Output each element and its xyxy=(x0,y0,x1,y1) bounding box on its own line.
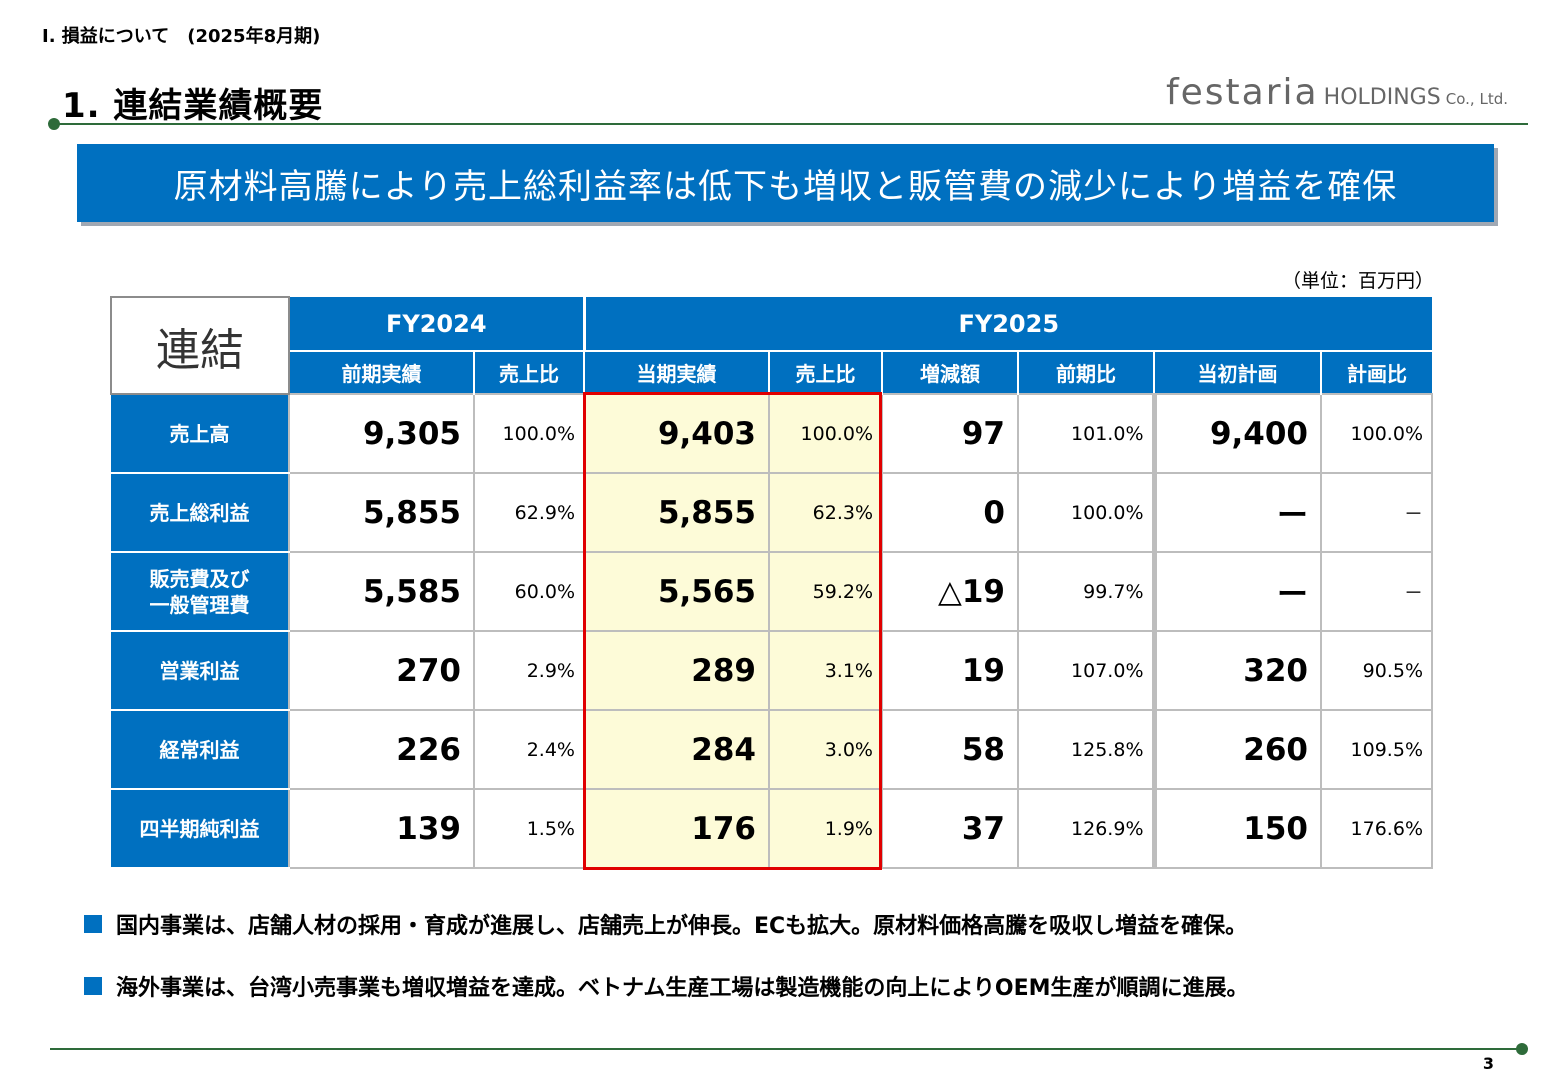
table-corner: 連結 xyxy=(110,296,290,395)
col-header: 前期実績 xyxy=(289,351,475,394)
row-label-line: 販売費及び xyxy=(149,566,250,591)
col-header: 売上比 xyxy=(474,351,585,394)
value-cell: 97 xyxy=(881,393,1019,474)
ratio-cell: 100.0% xyxy=(473,393,585,474)
ratio-cell: 109.5% xyxy=(1320,709,1433,790)
section-label: Ⅰ. 損益について (2025年8月期) xyxy=(42,26,321,47)
row-label: 営業利益 xyxy=(111,630,289,711)
value-cell: 139 xyxy=(288,788,475,869)
logo-sub1: HOLDINGS xyxy=(1323,85,1441,110)
table-row: 営業利益 270 2.9% 289 3.1% 19 107.0% 320 90.… xyxy=(111,630,1433,711)
footer-rule xyxy=(50,1048,1520,1050)
value-cell: 260 xyxy=(1151,709,1322,790)
value-cell: 284 xyxy=(583,709,770,790)
ratio-cell: － xyxy=(1320,472,1433,553)
note-domestic: 国内事業は、店舗人材の採用・育成が進展し、店舗売上が伸長。ECも拡大。原材料価格… xyxy=(84,908,1247,940)
note-text: 国内事業は、店舗人材の採用・育成が進展し、店舗売上が伸長。ECも拡大。原材料価格… xyxy=(116,914,1248,939)
ratio-cell: 100.0% xyxy=(768,393,883,474)
value-cell: 5,855 xyxy=(288,472,475,553)
ratio-cell: － xyxy=(1320,551,1433,632)
row-label: 売上総利益 xyxy=(111,472,289,553)
row-label: 経常利益 xyxy=(111,709,289,790)
ratio-cell: 1.9% xyxy=(768,788,883,869)
ratio-cell: 107.0% xyxy=(1017,630,1155,711)
header-row-top: 連結 FY2024 FY2025 xyxy=(110,296,1432,395)
page-title: 1. 連結業績概要 xyxy=(62,86,324,126)
value-cell: 58 xyxy=(881,709,1019,790)
value-cell: 226 xyxy=(288,709,475,790)
value-cell: 270 xyxy=(288,630,475,711)
table-row: 売上総利益 5,855 62.9% 5,855 62.3% 0 100.0% ー… xyxy=(111,472,1433,553)
col-header: 増減額 xyxy=(882,351,1019,394)
table-row: 経常利益 226 2.4% 284 3.0% 58 125.8% 260 109… xyxy=(111,709,1433,790)
table-row: 四半期純利益 139 1.5% 176 1.9% 37 126.9% 150 1… xyxy=(111,788,1433,869)
ratio-cell: 100.0% xyxy=(1320,393,1433,474)
title-rule xyxy=(54,123,1528,125)
header-row-sub: 前期実績 売上比 当期実績 売上比 増減額 前期比 当初計画 計画比 xyxy=(111,351,1432,394)
col-header: 前期比 xyxy=(1018,351,1155,394)
results-table: 連結 FY2024 FY2025 前期実績 売上比 当期実績 売上比 増減額 前… xyxy=(110,296,1433,869)
value-cell: 19 xyxy=(881,630,1019,711)
value-cell: 0 xyxy=(881,472,1019,553)
value-cell: 5,565 xyxy=(583,551,770,632)
row-label-line: 一般管理費 xyxy=(149,592,250,617)
ratio-cell: 100.0% xyxy=(1017,472,1155,553)
row-label: 四半期純利益 xyxy=(111,788,289,869)
col-header: 計画比 xyxy=(1321,351,1432,394)
value-cell: ー xyxy=(1151,551,1322,632)
ratio-cell: 99.7% xyxy=(1017,551,1155,632)
bullet-square-icon xyxy=(84,915,102,933)
value-cell: △19 xyxy=(881,551,1019,632)
value-cell: 150 xyxy=(1151,788,1322,869)
ratio-cell: 59.2% xyxy=(768,551,883,632)
ratio-cell: 126.9% xyxy=(1017,788,1155,869)
table-row: 売上高 9,305 100.0% 9,403 100.0% 97 101.0% … xyxy=(111,393,1433,474)
unit-label: （単位：百万円） xyxy=(1281,270,1434,292)
ratio-cell: 3.1% xyxy=(768,630,883,711)
ratio-cell: 90.5% xyxy=(1320,630,1433,711)
table-row: 販売費及び 一般管理費 5,585 60.0% 5,565 59.2% △19 … xyxy=(111,551,1433,632)
ratio-cell: 3.0% xyxy=(768,709,883,790)
value-cell: 320 xyxy=(1151,630,1322,711)
col-header: 売上比 xyxy=(769,351,883,394)
value-cell: 5,585 xyxy=(288,551,475,632)
ratio-cell: 60.0% xyxy=(473,551,585,632)
ratio-cell: 2.9% xyxy=(473,630,585,711)
footer-rule-dot xyxy=(1516,1043,1528,1055)
headline-text: 原材料高騰により売上総利益率は低下も増収と販管費の減少により増益を確保 xyxy=(173,166,1398,207)
col-header: 当初計画 xyxy=(1154,351,1322,394)
headline-box: 原材料高騰により売上総利益率は低下も増収と販管費の減少により増益を確保 xyxy=(77,144,1494,222)
ratio-cell: 62.9% xyxy=(473,472,585,553)
value-cell: 37 xyxy=(881,788,1019,869)
value-cell: 176 xyxy=(583,788,770,869)
value-cell: 9,400 xyxy=(1151,393,1322,474)
header-fy2024: FY2024 xyxy=(289,297,584,352)
ratio-cell: 62.3% xyxy=(768,472,883,553)
note-text: 海外事業は、台湾小売事業も増収増益を達成。ベトナム生産工場は製造機能の向上により… xyxy=(116,976,1249,1001)
col-header: 当期実績 xyxy=(584,351,770,394)
value-cell: 9,305 xyxy=(288,393,475,474)
row-label: 売上高 xyxy=(111,393,289,474)
logo-sub2: Co., Ltd. xyxy=(1445,90,1508,108)
ratio-cell: 125.8% xyxy=(1017,709,1155,790)
value-cell: 289 xyxy=(583,630,770,711)
ratio-cell: 101.0% xyxy=(1017,393,1155,474)
value-cell: 9,403 xyxy=(583,393,770,474)
value-cell: 5,855 xyxy=(583,472,770,553)
logo-main: festaria xyxy=(1165,72,1319,113)
ratio-cell: 2.4% xyxy=(473,709,585,790)
ratio-cell: 1.5% xyxy=(473,788,585,869)
page-number: 3 xyxy=(1482,1054,1494,1073)
bullet-square-icon xyxy=(84,977,102,995)
company-logo: festaria HOLDINGS Co., Ltd. xyxy=(1166,72,1508,113)
header-fy2025: FY2025 xyxy=(582,297,1432,352)
value-cell: ー xyxy=(1151,472,1322,553)
ratio-cell: 176.6% xyxy=(1320,788,1433,869)
note-overseas: 海外事業は、台湾小売事業も増収増益を達成。ベトナム生産工場は製造機能の向上により… xyxy=(84,970,1249,1002)
row-label: 販売費及び 一般管理費 xyxy=(111,551,289,632)
title-rule-dot xyxy=(48,118,60,130)
